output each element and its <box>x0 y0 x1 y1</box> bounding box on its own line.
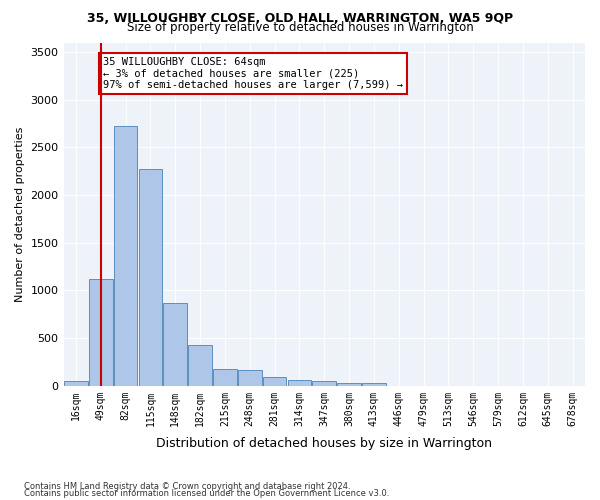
Bar <box>64 380 88 386</box>
Bar <box>337 383 361 386</box>
Y-axis label: Number of detached properties: Number of detached properties <box>15 126 25 302</box>
Text: Contains HM Land Registry data © Crown copyright and database right 2024.: Contains HM Land Registry data © Crown c… <box>24 482 350 491</box>
X-axis label: Distribution of detached houses by size in Warrington: Distribution of detached houses by size … <box>156 437 492 450</box>
Bar <box>139 170 162 386</box>
Text: Contains public sector information licensed under the Open Government Licence v3: Contains public sector information licen… <box>24 489 389 498</box>
Bar <box>287 380 311 386</box>
Bar <box>89 280 113 386</box>
Text: 35, WILLOUGHBY CLOSE, OLD HALL, WARRINGTON, WA5 9QP: 35, WILLOUGHBY CLOSE, OLD HALL, WARRINGT… <box>87 12 513 24</box>
Text: 35 WILLOUGHBY CLOSE: 64sqm
← 3% of detached houses are smaller (225)
97% of semi: 35 WILLOUGHBY CLOSE: 64sqm ← 3% of detac… <box>103 57 403 90</box>
Bar <box>163 303 187 386</box>
Bar <box>238 370 262 386</box>
Bar <box>114 126 137 386</box>
Bar <box>213 369 237 386</box>
Bar <box>313 380 336 386</box>
Text: Size of property relative to detached houses in Warrington: Size of property relative to detached ho… <box>127 22 473 35</box>
Bar <box>362 384 386 386</box>
Bar <box>188 346 212 386</box>
Bar <box>263 376 286 386</box>
